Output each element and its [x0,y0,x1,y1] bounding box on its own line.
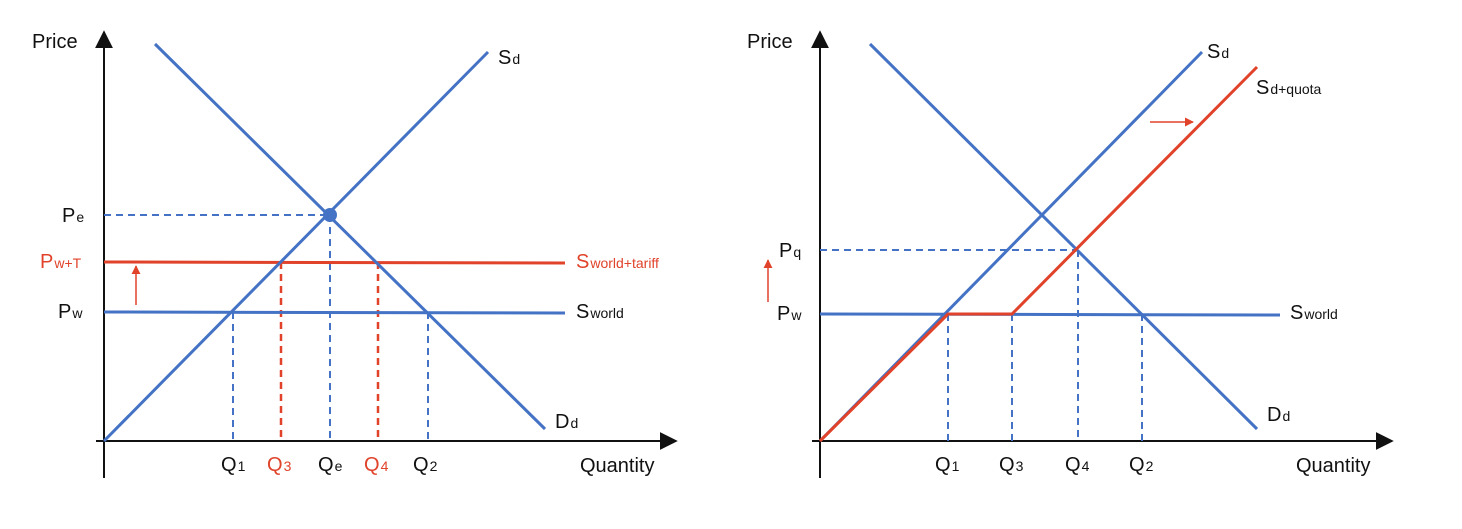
left-supply-line [102,50,490,443]
left-pw-label: Pw [58,301,83,323]
left-demand-line [153,42,547,431]
left-price-axis-label: Price [32,31,78,53]
left-equilibrium-dot [323,208,337,222]
left-q2-label: Q2 [413,454,438,476]
right-quantity-axis-label: Quantity [1296,455,1370,477]
right-q2-label: Q2 [1129,454,1154,476]
right-q3-label: Q3 [999,454,1024,476]
right-sworld-label: Sworld [1290,302,1338,324]
left-q1-label: Q1 [221,454,246,476]
right-pq-label: Pq [779,240,801,262]
left-sd-label: Sd [498,47,520,69]
left-sworld-tariff-label: Sworld+tariff [576,251,659,273]
right-pw-label: Pw [777,303,802,325]
right-sd-label: Sd [1207,41,1229,63]
left-sworld-line [103,310,566,315]
left-pe-label: Pe [62,205,84,227]
left-sworld-label: Sworld [576,301,624,323]
right-q1-label: Q1 [935,454,960,476]
left-qe-label: Qe [318,454,343,476]
right-sd-quota-label: Sd+quota [1256,77,1322,99]
quota-diagram: Price Quantity Sd Sd+quota Dd Sworld Pq … [747,30,1394,478]
left-pwt-label: Pw+T [40,251,82,273]
right-sworld-line [819,312,1281,317]
right-dd-label: Dd [1267,404,1290,426]
left-quantity-axis-label: Quantity [580,455,654,477]
right-supply-quota-line [818,65,1259,443]
left-dd-label: Dd [555,411,578,433]
right-q4-label: Q4 [1065,454,1090,476]
right-price-axis-label: Price [747,31,793,53]
right-demand-line [868,42,1259,431]
left-q3-label: Q3 [267,454,292,476]
tariff-diagram: Price Quantity Sd Dd Sworld Sworld+tarif… [32,30,678,478]
left-q4-label: Q4 [364,454,389,476]
left-sworld-tariff-line [103,260,566,265]
